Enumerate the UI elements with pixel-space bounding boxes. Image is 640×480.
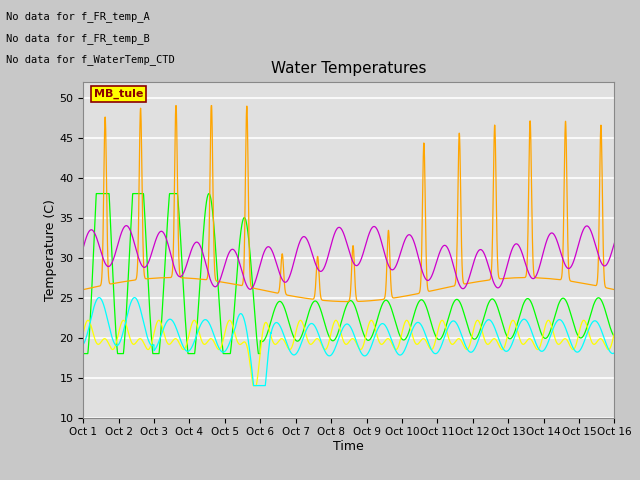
Text: No data for f_FR_temp_B: No data for f_FR_temp_B	[6, 33, 150, 44]
WaterT	[172, 336, 179, 342]
WaterT	[250, 383, 257, 388]
MDTemp_A	[600, 336, 608, 342]
CondTemp	[600, 263, 608, 269]
FD_Temp_1	[543, 276, 551, 281]
WaterT	[79, 330, 87, 336]
MDTemp_A	[307, 321, 314, 327]
Line: WaterT: WaterT	[83, 320, 614, 385]
MDTemp_A	[172, 324, 179, 329]
CondTemp	[543, 237, 551, 242]
WaterT	[611, 330, 618, 336]
WaterT	[120, 317, 127, 323]
FR_temp_C	[543, 335, 551, 340]
Title: Water Temperatures: Water Temperatures	[271, 61, 426, 76]
CondTemp	[611, 240, 618, 246]
CondTemp	[307, 245, 314, 251]
Text: No data for f_WaterTemp_CTD: No data for f_WaterTemp_CTD	[6, 54, 175, 65]
FD_Temp_1	[140, 265, 148, 271]
CondTemp	[79, 245, 87, 251]
MDTemp_A	[79, 342, 87, 348]
Y-axis label: Temperature (C): Temperature (C)	[44, 199, 56, 300]
WaterT	[140, 341, 148, 347]
Text: MB_tule: MB_tule	[94, 89, 143, 99]
MDTemp_A	[250, 383, 257, 388]
WaterT	[284, 344, 291, 350]
FR_temp_C	[140, 198, 148, 204]
Line: FD_Temp_1: FD_Temp_1	[83, 106, 614, 301]
Line: CondTemp: CondTemp	[83, 226, 614, 289]
FR_temp_C	[172, 191, 179, 196]
Text: No data for f_FR_temp_A: No data for f_FR_temp_A	[6, 11, 150, 22]
X-axis label: Time: Time	[333, 440, 364, 453]
FD_Temp_1	[172, 120, 179, 126]
FR_temp_C	[611, 334, 618, 339]
MDTemp_A	[284, 342, 291, 348]
MDTemp_A	[140, 321, 148, 327]
FR_temp_C	[284, 313, 291, 319]
Line: FR_temp_C: FR_temp_C	[83, 193, 614, 354]
MDTemp_A	[95, 295, 103, 300]
CondTemp	[246, 287, 254, 292]
FD_Temp_1	[307, 296, 314, 302]
FR_temp_C	[600, 304, 608, 310]
FD_Temp_1	[600, 276, 608, 282]
FD_Temp_1	[172, 103, 180, 108]
FD_Temp_1	[79, 287, 87, 292]
WaterT	[307, 341, 314, 347]
CondTemp	[172, 268, 179, 274]
FD_Temp_1	[343, 299, 351, 304]
MDTemp_A	[611, 350, 618, 356]
FD_Temp_1	[284, 292, 291, 298]
FR_temp_C	[307, 306, 314, 312]
FR_temp_C	[79, 351, 87, 357]
CondTemp	[284, 278, 291, 284]
WaterT	[600, 340, 608, 346]
Line: MDTemp_A: MDTemp_A	[83, 298, 614, 385]
WaterT	[543, 318, 551, 324]
CondTemp	[140, 264, 148, 270]
MDTemp_A	[543, 342, 551, 348]
FD_Temp_1	[611, 287, 618, 292]
FR_temp_C	[92, 191, 100, 196]
CondTemp	[122, 223, 130, 228]
